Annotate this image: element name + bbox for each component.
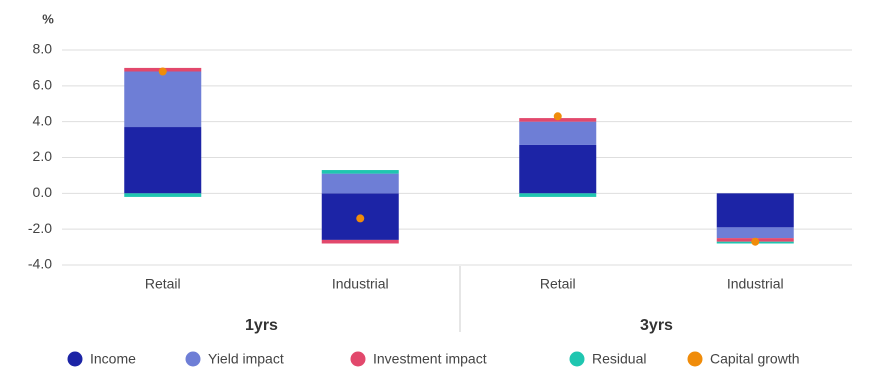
x-tick-label: Retail bbox=[540, 276, 576, 292]
legend-label: Income bbox=[90, 351, 136, 367]
bar-segment bbox=[124, 71, 202, 128]
legend-label: Capital growth bbox=[710, 351, 800, 367]
x-tick-label: Industrial bbox=[727, 276, 784, 292]
bar-segment bbox=[519, 144, 597, 194]
dot bbox=[751, 237, 760, 246]
bar-segment bbox=[321, 173, 399, 194]
bar-segment bbox=[716, 193, 794, 228]
y-unit: % bbox=[42, 11, 54, 26]
legend-label: Residual bbox=[592, 351, 646, 367]
y-tick-label: -4.0 bbox=[28, 256, 52, 272]
legend-swatch bbox=[687, 351, 703, 367]
y-tick-label: -2.0 bbox=[28, 220, 52, 236]
dot bbox=[553, 112, 562, 121]
legend-swatch bbox=[185, 351, 201, 367]
y-tick-label: 4.0 bbox=[33, 112, 53, 128]
bar-segment bbox=[716, 227, 794, 239]
x-tick-label: Industrial bbox=[332, 276, 389, 292]
bar-segment bbox=[321, 170, 399, 174]
legend-label: Yield impact bbox=[208, 351, 284, 367]
x-tick-label: Retail bbox=[145, 276, 181, 292]
dot bbox=[158, 67, 167, 76]
legend-swatch bbox=[67, 351, 83, 367]
group-label: 1yrs bbox=[245, 317, 278, 334]
group-label: 3yrs bbox=[640, 317, 673, 334]
y-tick-label: 0.0 bbox=[33, 184, 53, 200]
bar-segment bbox=[519, 121, 597, 145]
legend-swatch bbox=[569, 351, 585, 367]
y-tick-label: 8.0 bbox=[33, 41, 53, 57]
bar-segment bbox=[321, 239, 399, 244]
legend-label: Investment impact bbox=[373, 351, 487, 367]
dot bbox=[356, 214, 365, 223]
legend-swatch bbox=[350, 351, 366, 367]
bar-segment bbox=[519, 193, 597, 197]
bar-segment bbox=[124, 127, 202, 194]
y-tick-label: 6.0 bbox=[33, 77, 53, 93]
y-tick-label: 2.0 bbox=[33, 148, 53, 164]
bar-segment bbox=[124, 193, 202, 197]
